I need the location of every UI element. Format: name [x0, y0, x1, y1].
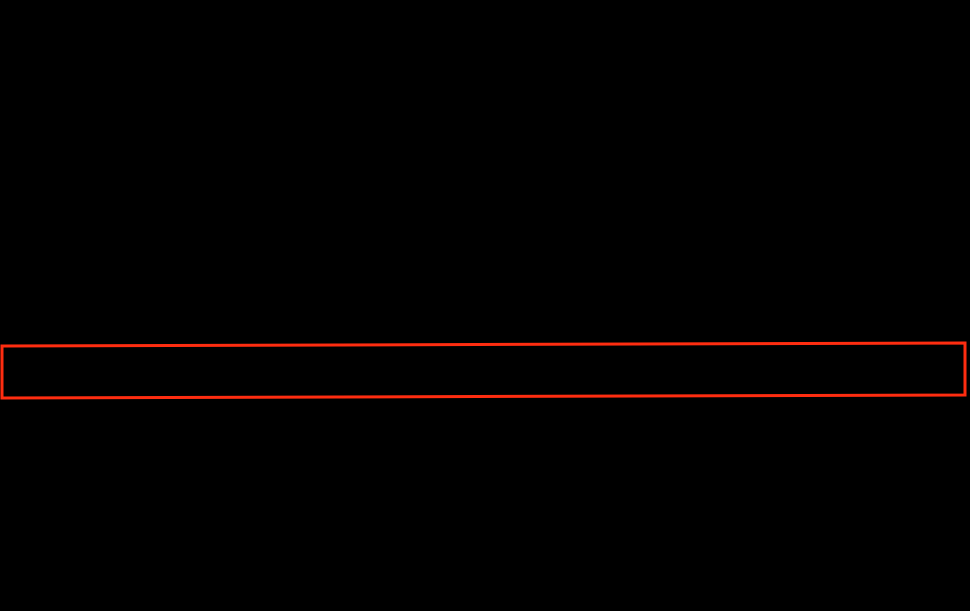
occluded-screen-content	[0, 0, 970, 611]
screenshot-canvas	[0, 0, 970, 611]
